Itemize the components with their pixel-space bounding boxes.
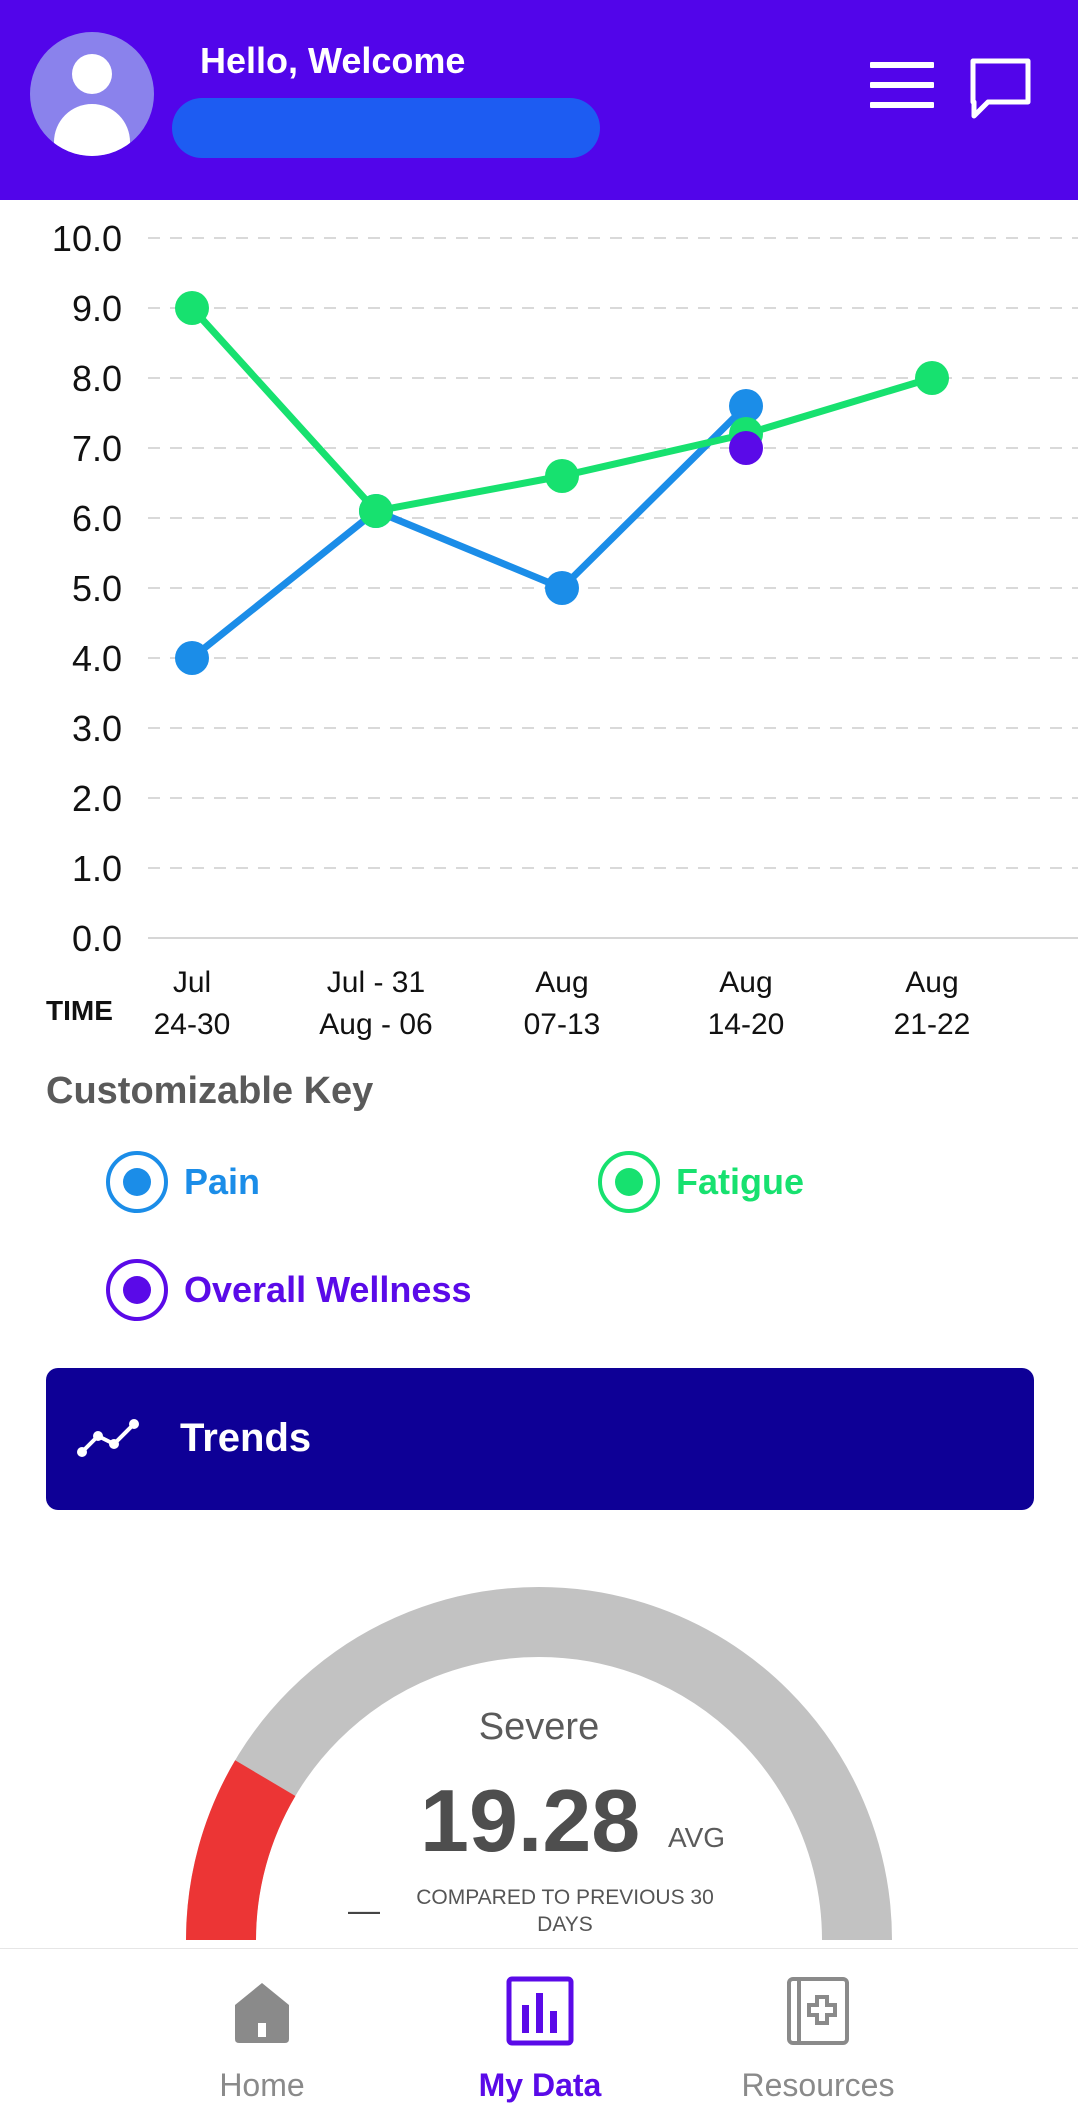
wellness-line-chart: 10.0 9.0 8.0 7.0 6.0 5.0 4.0 3.0 2.0 1.0 0.0 Jul 24… bbox=[0, 200, 1078, 1060]
fatigue-data-point bbox=[545, 459, 579, 493]
key-item-label: Pain bbox=[184, 1161, 261, 1202]
x-tick-label: Aug bbox=[535, 966, 588, 999]
key-item-pain[interactable]: Pain bbox=[106, 1150, 260, 1214]
fatigue-data-point bbox=[175, 291, 209, 325]
gauge-average-value: 19.28 bbox=[420, 1771, 641, 1870]
gauge-unit: AVG bbox=[668, 1822, 726, 1853]
x-tick-label: 24-30 bbox=[154, 1008, 231, 1041]
chat-bubble-icon[interactable] bbox=[968, 56, 1034, 122]
pain-series-line bbox=[189, 403, 749, 661]
overall-wellness-data-point bbox=[729, 431, 763, 465]
x-tick-label: Aug bbox=[905, 966, 958, 999]
y-tick-label: 10.0 bbox=[52, 218, 122, 259]
header-bar: Hello, Welcome bbox=[0, 0, 1078, 200]
fatigue-radio[interactable] bbox=[598, 1151, 660, 1213]
user-avatar-icon[interactable] bbox=[30, 32, 154, 156]
chart-canvas: 10.0 9.0 8.0 7.0 6.0 5.0 4.0 3.0 2.0 1.0 0.0 Jul 24… bbox=[46, 218, 1078, 1041]
trends-label: Trends bbox=[180, 1416, 312, 1460]
nav-label: Resources bbox=[741, 2067, 895, 2103]
nav-item-my-data[interactable]: My Data bbox=[410, 1949, 670, 2112]
key-item-label: Overall Wellness bbox=[184, 1269, 472, 1310]
overall-wellness-radio[interactable] bbox=[106, 1259, 168, 1321]
x-tick-label: Jul - 31 bbox=[327, 966, 425, 999]
gauge-fill bbox=[186, 1760, 296, 1940]
y-tick-label: 0.0 bbox=[72, 918, 122, 959]
bottom-navigation: Home My Data Resources bbox=[0, 1948, 1078, 2112]
nav-item-home[interactable]: Home bbox=[132, 1949, 392, 2112]
greeting-text: Hello, Welcome bbox=[200, 40, 466, 81]
y-tick-label: 4.0 bbox=[72, 638, 122, 679]
pain-data-point bbox=[729, 389, 763, 423]
key-item-fatigue[interactable]: Fatigue bbox=[598, 1150, 804, 1214]
x-tick-label: Jul bbox=[173, 966, 211, 999]
y-tick-label: 5.0 bbox=[72, 568, 122, 609]
key-item-label: Fatigue bbox=[676, 1161, 805, 1202]
pain-radio[interactable] bbox=[106, 1151, 168, 1213]
trend-line-icon bbox=[77, 1419, 139, 1457]
gauge-state-label: Severe bbox=[478, 1706, 600, 1748]
x-tick-label: 14-20 bbox=[708, 1008, 785, 1041]
fatigue-data-point bbox=[915, 361, 949, 395]
home-icon bbox=[235, 1983, 289, 2043]
medical-book-icon bbox=[787, 1977, 849, 2045]
x-tick-label: 07-13 bbox=[524, 1008, 601, 1041]
y-tick-label: 7.0 bbox=[72, 428, 122, 469]
gauge-change-indicator: — bbox=[348, 1892, 380, 1928]
y-tick-label: 8.0 bbox=[72, 358, 122, 399]
y-tick-label: 3.0 bbox=[72, 708, 122, 749]
redacted-username bbox=[172, 98, 600, 158]
trends-button[interactable]: Trends bbox=[46, 1368, 1034, 1510]
fatigue-data-point bbox=[359, 494, 393, 528]
x-tick-label: Aug bbox=[719, 966, 772, 999]
nav-label: My Data bbox=[478, 2067, 602, 2103]
gauge-comparison-text: COMPARED TO PREVIOUS 30 DAYS bbox=[416, 1886, 714, 1936]
x-axis-label: TIME bbox=[46, 995, 113, 1026]
y-tick-label: 1.0 bbox=[72, 848, 122, 889]
hamburger-menu-icon[interactable] bbox=[870, 62, 934, 112]
nav-label: Home bbox=[219, 2067, 305, 2103]
bar-chart-icon bbox=[506, 1976, 574, 2046]
severity-gauge bbox=[186, 1587, 892, 1940]
key-item-overall-wellness[interactable]: Overall Wellness bbox=[106, 1258, 472, 1322]
x-tick-label: Aug - 06 bbox=[319, 1008, 432, 1041]
pain-data-point bbox=[175, 641, 209, 675]
y-tick-label: 2.0 bbox=[72, 778, 122, 819]
key-title: Customizable Key bbox=[46, 1070, 374, 1112]
y-tick-label: 9.0 bbox=[72, 288, 122, 329]
x-tick-label: 21-22 bbox=[894, 1008, 971, 1041]
nav-item-resources[interactable]: Resources bbox=[688, 1949, 948, 2112]
y-tick-label: 6.0 bbox=[72, 498, 122, 539]
pain-data-point bbox=[545, 571, 579, 605]
